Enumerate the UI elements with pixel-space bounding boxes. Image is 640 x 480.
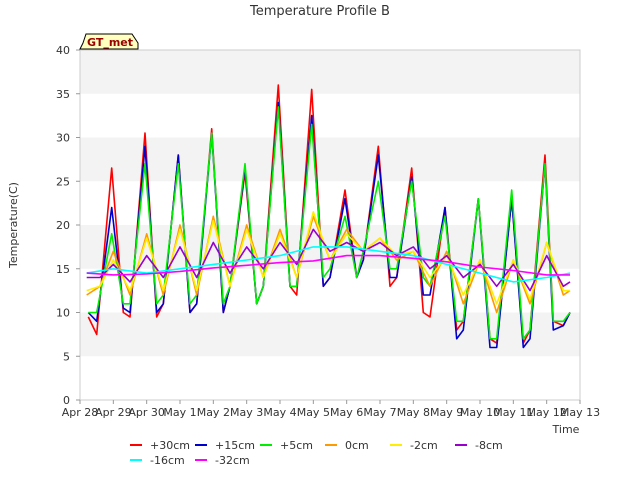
gt-met-label: GT_met <box>79 33 139 50</box>
grid-band <box>80 137 580 182</box>
series-lines <box>86 84 571 349</box>
chart-title: Temperature Profile B <box>249 4 390 19</box>
x-tick-label: May 8 <box>397 406 430 419</box>
x-tick-label: Apr 29 <box>95 406 132 419</box>
series-line <box>88 106 571 340</box>
grid-band <box>80 312 580 357</box>
series-line <box>86 254 570 276</box>
legend-label: -32cm <box>215 454 250 467</box>
y-tick-label: 30 <box>56 132 70 145</box>
y-tick-label: 35 <box>56 88 70 101</box>
y-tick-label: 0 <box>63 394 70 407</box>
x-tick-label: May 9 <box>430 406 463 419</box>
x-tick-label: May 10 <box>460 406 500 419</box>
y-tick-label: 20 <box>56 219 70 232</box>
y-tick-label: 5 <box>63 350 70 363</box>
x-tick-label: May 11 <box>493 406 533 419</box>
x-tick-label: May 12 <box>527 406 567 419</box>
legend: +30cm +15cm +5cm 0cm -2cm -8cm -16cm -32cm <box>130 439 503 467</box>
x-tick-label: May 2 <box>197 406 230 419</box>
y-axis: 0 5 10 15 20 25 30 35 40 <box>56 44 80 407</box>
x-tick-label: May 6 <box>330 406 363 419</box>
x-tick-label: May 13 <box>560 406 600 419</box>
y-tick-label: 15 <box>56 263 70 276</box>
x-tick-label: May 1 <box>163 406 196 419</box>
series-line <box>86 228 571 292</box>
x-tick-label: May 5 <box>297 406 330 419</box>
legend-label: -16cm <box>150 454 185 467</box>
grid-band <box>80 181 580 225</box>
legend-label: +5cm <box>280 439 313 452</box>
y-tick-label: 10 <box>56 307 70 320</box>
x-tick-label: May 3 <box>230 406 263 419</box>
legend-label: -2cm <box>410 439 438 452</box>
legend-label: -8cm <box>475 439 503 452</box>
y-tick-label: 40 <box>56 44 70 57</box>
grid-bands <box>80 50 580 400</box>
x-tick-label: May 4 <box>263 406 296 419</box>
grid-band <box>80 93 580 138</box>
grid-band <box>80 356 580 400</box>
y-tick-label: 25 <box>56 175 70 188</box>
gt-met-label-box <box>79 33 139 50</box>
legend-label: +15cm <box>215 439 255 452</box>
x-tick-label: May 7 <box>363 406 396 419</box>
x-tick-label: Apr 28 <box>62 406 99 419</box>
grid-band <box>80 50 580 94</box>
legend-label: 0cm <box>345 439 369 452</box>
x-tick-label: Apr 30 <box>128 406 165 419</box>
x-axis-label: Time <box>552 423 580 436</box>
y-axis-label: Temperature(C) <box>7 182 20 269</box>
series-line <box>86 211 570 305</box>
gt-met-label-text: GT_met <box>87 36 133 49</box>
series-line <box>86 246 571 283</box>
legend-label: +30cm <box>150 439 190 452</box>
